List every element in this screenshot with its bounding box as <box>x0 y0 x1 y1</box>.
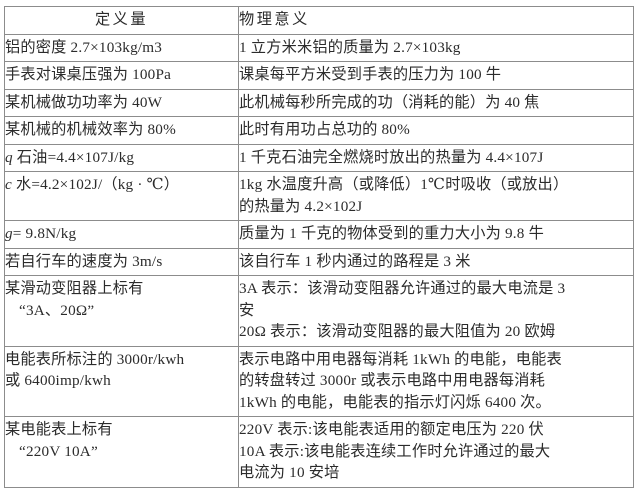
cell-physical-meaning: 1kg 水温度升高（或降低）1℃时吸收（或放出） 的热量为 4.2×102J <box>238 171 634 221</box>
meaning-line: 此时有用功占总功的 80% <box>239 121 410 138</box>
meaning-line: 1kg 水温度升高（或降低）1℃时吸收（或放出） <box>239 176 569 193</box>
physics-definitions-table: 定义量 物理意义 铝的密度 2.7×103kg/m3 1 立方米米铝的质量为 2.… <box>4 6 634 488</box>
term-line: q 石油=4.4×107J/kg <box>5 147 238 169</box>
table-row: c 水=4.2×102J/（kg · ℃） 1kg 水温度升高（或降低）1℃时吸收… <box>4 171 634 221</box>
term-line-text: 水=4.2×102J/（kg · ℃） <box>11 176 180 193</box>
cell-physical-meaning: 此时有用功占总功的 80% <box>238 116 634 145</box>
cell-definition-term: 某滑动变阻器上标有 “3A、20Ω” <box>4 275 239 347</box>
meaning-line: 3A 表示：该滑动变阻器允许通过的最大电流是 3 <box>239 280 566 297</box>
meaning-line: 10A 表示:该电能表连续工作时允许通过的最大 <box>239 442 551 460</box>
table-row: q 石油=4.4×107J/kg 1 千克石油完全燃烧时放出的热量为 4.4×10… <box>4 143 634 172</box>
table-row: 某机械的机械效率为 80% 此时有用功占总功的 80% <box>4 116 634 145</box>
column-header-meaning: 物理意义 <box>238 6 634 35</box>
term-line: 电能表所标注的 3000r/kwh <box>5 350 185 368</box>
term-line: 铝的密度 2.7×103kg/m3 <box>5 38 163 56</box>
meaning-line: 表示电路中用电器每消耗 1kWh 的电能，电能表 <box>239 350 562 368</box>
column-header-term-label: 定义量 <box>94 11 149 28</box>
cell-definition-term: 电能表所标注的 3000r/kwh 或 6400imp/kwh <box>4 345 239 417</box>
cell-physical-meaning: 课桌每平方米受到手表的压力为 100 牛 <box>238 61 634 90</box>
meaning-line: 质量为 1 千克的物体受到的重力大小为 9.8 牛 <box>239 225 544 242</box>
term-line: 某电能表上标有 <box>5 421 113 438</box>
cell-definition-term: q 石油=4.4×107J/kg <box>4 143 239 172</box>
term-line-text: = 9.8N/kg <box>12 225 77 242</box>
term-line: “220V 10A” <box>19 442 98 460</box>
cell-physical-meaning: 此机械每秒所完成的功（消耗的能）为 40 焦 <box>238 88 634 117</box>
term-line: “3A、20Ω” <box>19 301 95 319</box>
meaning-line: 课桌每平方米受到手表的压力为 100 牛 <box>239 66 502 83</box>
cell-definition-term: 若自行车的速度为 3m/s <box>4 247 239 276</box>
term-line: 手表对课桌压强为 100Pa <box>5 66 172 83</box>
cell-physical-meaning: 表示电路中用电器每消耗 1kWh 的电能，电能表 的转盘转过 3000r 或表示电… <box>238 345 634 417</box>
table-row: 某电能表上标有 “220V 10A” 220V 表示:该电能表适用的额定电压为 22… <box>4 416 634 488</box>
term-line: 某滑动变阻器上标有 <box>5 280 144 297</box>
cell-definition-term: 某电能表上标有 “220V 10A” <box>4 416 239 488</box>
term-symbol: c <box>5 176 12 193</box>
table-row: 电能表所标注的 3000r/kwh 或 6400imp/kwh 表示电路中用电器每消… <box>4 345 634 417</box>
term-line-text: 石油=4.4×107J/kg <box>12 148 135 166</box>
meaning-line: 的热量为 4.2×102J <box>239 197 363 215</box>
meaning-line: 此机械每秒所完成的功（消耗的能）为 40 焦 <box>239 93 540 111</box>
term-line: 某机械做功功率为 40W <box>5 93 163 111</box>
cell-definition-term: 某机械的机械效率为 80% <box>4 116 239 145</box>
term-line: 若自行车的速度为 3m/s <box>5 252 163 270</box>
column-header-term: 定义量 <box>4 6 239 35</box>
cell-physical-meaning: 3A 表示：该滑动变阻器允许通过的最大电流是 3 安 20Ω 表示：该滑动变阻器的最… <box>238 275 634 347</box>
table-row: 若自行车的速度为 3m/s 该自行车 1 秒内通过的路程是 3 米 <box>4 247 634 276</box>
table-row: g= 9.8N/kg 质量为 1 千克的物体受到的重力大小为 9.8 牛 <box>4 220 634 249</box>
meaning-line: 1 千克石油完全燃烧时放出的热量为 4.4×107J <box>239 148 544 166</box>
cell-definition-term: c 水=4.2×102J/（kg · ℃） <box>4 171 239 221</box>
meaning-line: 1kWh 的电能，电能表的指示灯闪烁 6400 次。 <box>239 393 551 411</box>
table-row: 手表对课桌压强为 100Pa 课桌每平方米受到手表的压力为 100 牛 <box>4 61 634 90</box>
term-symbol: q <box>5 148 13 166</box>
cell-physical-meaning: 该自行车 1 秒内通过的路程是 3 米 <box>238 247 634 276</box>
meaning-line: 220V 表示:该电能表适用的额定电压为 220 伏 <box>239 421 544 438</box>
cell-physical-meaning: 1 立方米米铝的质量为 2.7×103kg <box>238 33 634 62</box>
cell-definition-term: 铝的密度 2.7×103kg/m3 <box>4 33 239 62</box>
meaning-line: 20Ω 表示：该滑动变阻器的最大阻值为 20 欧姆 <box>239 323 556 340</box>
meaning-line: 该自行车 1 秒内通过的路程是 3 米 <box>239 252 471 270</box>
cell-physical-meaning: 220V 表示:该电能表适用的额定电压为 220 伏 10A 表示:该电能表连续工… <box>238 416 634 488</box>
table-header-row: 定义量 物理意义 <box>4 6 634 35</box>
term-line: g= 9.8N/kg <box>5 223 238 245</box>
table-body: 铝的密度 2.7×103kg/m3 1 立方米米铝的质量为 2.7×103kg 手表… <box>4 33 634 488</box>
table-row: 铝的密度 2.7×103kg/m3 1 立方米米铝的质量为 2.7×103kg <box>4 33 634 62</box>
term-line: 或 6400imp/kwh <box>5 372 111 389</box>
cell-definition-term: 某机械做功功率为 40W <box>4 88 239 117</box>
term-line: 某机械的机械效率为 80% <box>5 121 176 138</box>
table-row: 某滑动变阻器上标有 “3A、20Ω” 3A 表示：该滑动变阻器允许通过的最大电流是 … <box>4 275 634 347</box>
meaning-line: 电流为 10 安培 <box>239 464 340 481</box>
cell-physical-meaning: 质量为 1 千克的物体受到的重力大小为 9.8 牛 <box>238 220 634 249</box>
meaning-line: 的转盘转过 3000r 或表示电路中用电器每消耗 <box>239 372 546 389</box>
meaning-line: 安 <box>239 301 255 319</box>
column-header-meaning-label: 物理意义 <box>239 11 310 28</box>
meaning-line: 1 立方米米铝的质量为 2.7×103kg <box>239 38 461 56</box>
cell-physical-meaning: 1 千克石油完全燃烧时放出的热量为 4.4×107J <box>238 143 634 172</box>
table-header: 定义量 物理意义 <box>4 6 634 35</box>
cell-definition-term: g= 9.8N/kg <box>4 220 239 249</box>
term-symbol: g <box>5 225 13 242</box>
term-line: c 水=4.2×102J/（kg · ℃） <box>5 174 238 196</box>
cell-definition-term: 手表对课桌压强为 100Pa <box>4 61 239 90</box>
table-row: 某机械做功功率为 40W 此机械每秒所完成的功（消耗的能）为 40 焦 <box>4 88 634 117</box>
